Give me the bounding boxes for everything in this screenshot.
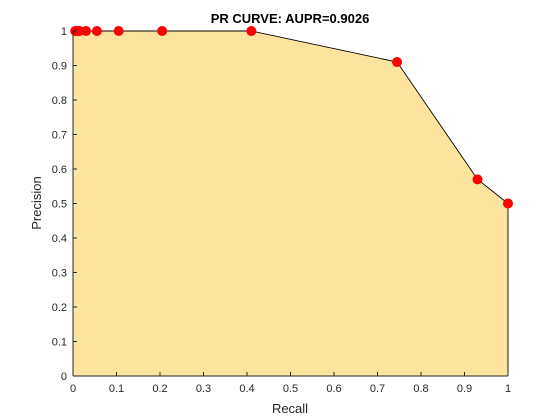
y-tick-label: 0.9 bbox=[52, 61, 67, 73]
x-tick-label: 0.2 bbox=[152, 383, 167, 395]
x-axis-label: Recall bbox=[272, 401, 308, 416]
data-point bbox=[503, 199, 513, 209]
y-tick-label: 0.3 bbox=[52, 268, 67, 280]
x-tick-label: 0.9 bbox=[457, 383, 472, 395]
data-point bbox=[114, 26, 124, 36]
data-point bbox=[392, 57, 402, 67]
y-axis-label: Precision bbox=[29, 176, 44, 229]
data-point bbox=[246, 26, 256, 36]
data-point bbox=[92, 26, 102, 36]
x-tick-label: 0.1 bbox=[109, 383, 124, 395]
y-tick-label: 0.5 bbox=[52, 199, 67, 211]
data-point bbox=[473, 174, 483, 184]
y-tick-label: 0.8 bbox=[52, 95, 67, 107]
data-point bbox=[81, 26, 91, 36]
y-tick-label: 0.1 bbox=[52, 337, 67, 349]
x-tick-label: 0.8 bbox=[413, 383, 428, 395]
x-tick-label: 0.6 bbox=[326, 383, 341, 395]
x-tick-label: 0.3 bbox=[196, 383, 211, 395]
y-tick-label: 1 bbox=[61, 26, 67, 38]
x-tick-label: 1 bbox=[505, 383, 511, 395]
data-point bbox=[157, 26, 167, 36]
y-tick-label: 0.7 bbox=[52, 130, 67, 142]
y-tick-label: 0.4 bbox=[52, 233, 67, 245]
x-tick-label: 0.5 bbox=[283, 383, 298, 395]
plot-area bbox=[70, 26, 513, 376]
x-tick-label: 0 bbox=[70, 383, 76, 395]
x-tick-label: 0.4 bbox=[239, 383, 254, 395]
area-fill bbox=[73, 31, 508, 376]
y-tick-label: 0 bbox=[61, 371, 67, 383]
y-tick-label: 0.2 bbox=[52, 302, 67, 314]
x-tick-label: 0.7 bbox=[370, 383, 385, 395]
chart-title: PR CURVE: AUPR=0.9026 bbox=[211, 11, 370, 26]
y-tick-label: 0.6 bbox=[52, 164, 67, 176]
